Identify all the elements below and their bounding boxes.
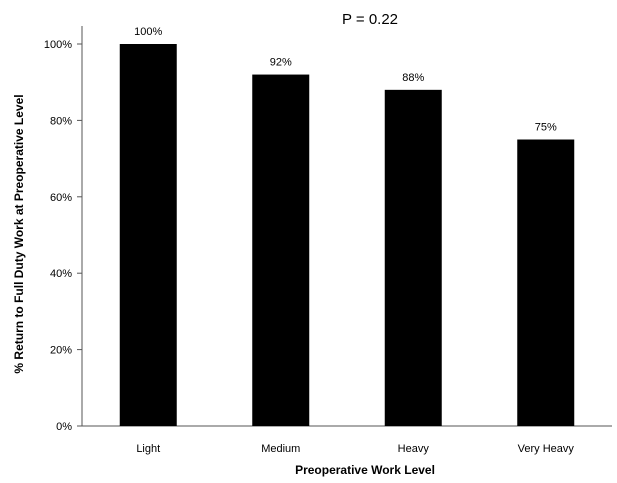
y-tick-label: 20% [50, 345, 72, 357]
bar [517, 139, 575, 426]
bar [384, 89, 442, 426]
bar [252, 74, 310, 426]
y-tick-label: 40% [50, 268, 72, 280]
data-label: 92% [270, 57, 292, 69]
y-tick-label: 100% [44, 39, 72, 51]
y-axis-title: % Return to Full Duty Work at Preoperati… [12, 94, 26, 373]
p-value-annotation: P = 0.22 [342, 11, 398, 28]
plot-area: 0% 20% 40% 60% 80% 100% 100% Light 92% Medium 88% H… [44, 26, 612, 455]
y-tick-label: 80% [50, 115, 72, 127]
x-tick-label: Very Heavy [518, 443, 575, 455]
x-tick-label: Heavy [398, 443, 430, 455]
x-tick-label: Light [136, 443, 160, 455]
data-label: 88% [402, 72, 424, 84]
y-tick-label: 0% [56, 421, 72, 433]
x-tick-label: Medium [261, 443, 300, 455]
x-axis-title: Preoperative Work Level [295, 463, 435, 477]
data-label: 75% [535, 122, 557, 134]
y-tick-label: 60% [50, 192, 72, 204]
data-label: 100% [134, 26, 162, 38]
bar [119, 44, 177, 426]
